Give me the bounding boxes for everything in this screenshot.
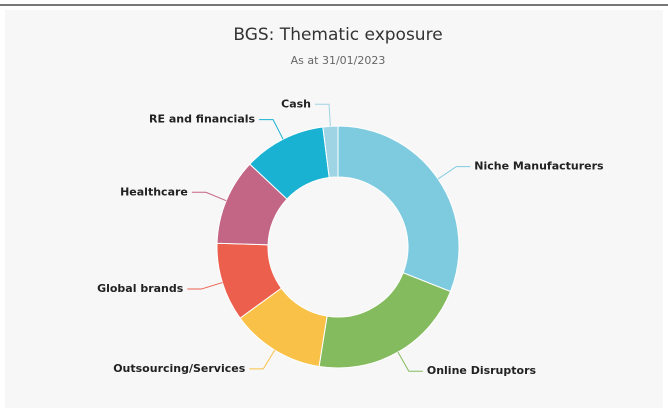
slice-label: Online Disruptors bbox=[427, 364, 537, 377]
connector bbox=[259, 119, 284, 140]
slice-label: RE and financials bbox=[149, 113, 255, 126]
connector bbox=[187, 282, 223, 290]
connector bbox=[315, 103, 331, 127]
slice-label: Niche Manufacturers bbox=[474, 160, 604, 173]
donut-slice bbox=[322, 125, 339, 179]
chart-subtitle: As at 31/01/2023 bbox=[291, 54, 386, 67]
connector bbox=[191, 191, 227, 202]
slice-label: Global brands bbox=[97, 282, 184, 295]
slice-label: Cash bbox=[281, 97, 311, 110]
slice-label: Outsourcing/Services bbox=[113, 362, 246, 375]
connector bbox=[397, 351, 423, 372]
slice-label: Healthcare bbox=[120, 185, 188, 198]
connector bbox=[249, 349, 276, 370]
top-rule bbox=[0, 4, 668, 6]
chart-title: BGS: Thematic exposure bbox=[233, 25, 442, 45]
connector bbox=[437, 166, 471, 180]
donut-slice bbox=[337, 125, 460, 293]
